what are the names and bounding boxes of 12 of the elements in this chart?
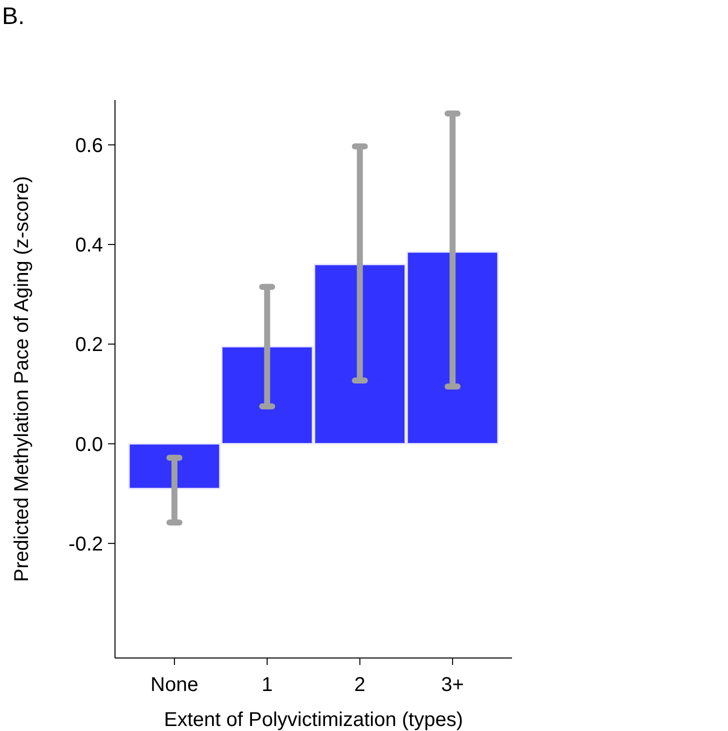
x-tick-label: 3+ (441, 674, 464, 696)
x-tick-label: None (150, 674, 198, 696)
x-tick-label: 1 (262, 674, 273, 696)
y-tick-label: -0.2 (68, 533, 103, 556)
x-axis-title: Extent of Polyvictimization (types) (164, 709, 463, 731)
y-axis-title: Predicted Methylation Pace of Aging (z-score) (11, 176, 33, 582)
y-tick-label: 0.2 (75, 334, 103, 356)
y-tick-label: 0.0 (75, 434, 103, 456)
y-tick-label: 0.4 (75, 234, 103, 256)
y-tick-label: 0.6 (75, 134, 103, 157)
x-tick-label: 2 (354, 674, 366, 696)
text: B. (2, 3, 25, 30)
